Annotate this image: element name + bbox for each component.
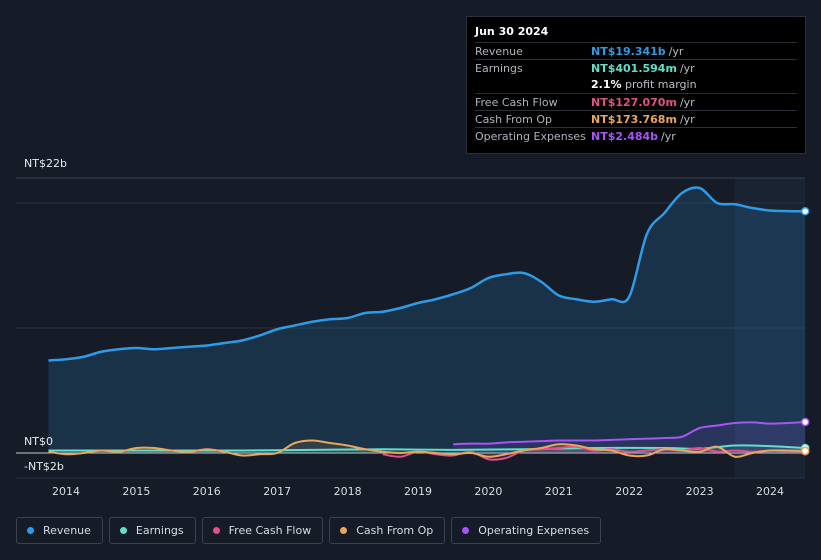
profit-margin-text: profit margin [625,78,697,91]
tooltip-unit: /yr [668,45,684,58]
revenue-area [48,187,806,453]
legend-label: Earnings [135,524,184,537]
legend-label: Revenue [43,524,91,537]
tooltip-unit: /yr [679,62,695,75]
y-label-bottom: -NT$2b [24,460,64,473]
legend-label: Cash From Op [356,524,434,537]
x-tick-label: 2014 [52,485,80,498]
tooltip-value-text: NT$2.484b [591,130,659,143]
tooltip-value: NT$19.341b/yr [591,45,683,58]
cash-from-op-dot-icon [340,527,348,534]
cash-from-op-line [48,439,806,458]
revenue-dot-icon [27,527,34,534]
legend-item-free-cash-flow[interactable]: Free Cash Flow [201,517,324,544]
operating-expenses-end-point [800,417,810,427]
tooltip-value-text: NT$401.594m [591,62,677,75]
tooltip-label: Cash From Op [475,113,553,126]
y-label-zero: NT$0 [24,435,53,448]
x-tick-label: 2018 [334,485,362,498]
revenue-end-point [800,207,810,216]
legend-label: Operating Expenses [478,524,590,537]
tooltip-value: NT$173.768m/yr [591,113,695,126]
tooltip-row-opex: Operating Expenses NT$2.484b/yr [475,127,797,145]
series-lines [48,186,806,461]
x-tick-label: 2019 [404,485,432,498]
tooltip-label: Free Cash Flow [475,96,558,109]
tooltip-value-text: NT$19.341b [591,45,666,58]
tooltip-label: Revenue [475,45,523,58]
area-fills [48,187,806,460]
tooltip-value: NT$2.484b/yr [591,130,676,143]
x-tick-label: 2024 [756,485,784,498]
x-tick-label: 2022 [615,485,643,498]
operating-expenses-area [453,422,806,453]
tooltip-unit: /yr [679,96,695,109]
revenue-line [48,186,806,362]
tooltip-row-margin: 2.1% profit margin [475,76,797,93]
x-tick-label: 2021 [545,485,573,498]
legend-item-operating-expenses[interactable]: Operating Expenses [451,517,602,544]
tooltip-label: Earnings [475,62,523,75]
earnings-dot-icon [119,527,127,534]
tooltip-row-cfo: Cash From Op NT$173.768m/yr [475,110,797,128]
tooltip-label: Operating Expenses [475,130,586,143]
y-label-top: NT$22b [24,157,67,170]
y-axis-labels: NT$22b NT$0 -NT$2b [24,157,67,473]
free-cash-flow-line [382,445,806,461]
tooltip-date: Jun 30 2024 [475,25,549,38]
legend-item-cash-from-op[interactable]: Cash From Op [329,517,446,544]
tooltip-value: NT$127.070m/yr [591,96,695,109]
legend-label: Free Cash Flow [228,524,312,537]
series-end-dots [800,207,810,456]
operating-expenses-dot-icon [462,527,470,534]
free-cash-flow-dot-icon [212,527,220,534]
tooltip-value-text: NT$173.768m [591,113,677,126]
x-tick-label: 2016 [193,485,221,498]
tooltip-row-fcf: Free Cash Flow NT$127.070m/yr [475,93,797,111]
x-axis-ticks: 2014 2015 2016 2017 2018 2019 2020 2021 2022 2023… [52,485,784,498]
cash-from-op-end-point [800,446,810,456]
x-tick-label: 2017 [263,485,291,498]
x-tick-label: 2020 [474,485,502,498]
x-tick-label: 2015 [122,485,150,498]
cash-from-op-area [48,440,806,457]
tooltip: Jun 30 2024 Revenue NT$19.341b/yr Earnin… [466,16,806,154]
tooltip-unit: /yr [661,130,676,143]
profit-margin-value: 2.1% [591,78,622,91]
tooltip-row-earnings: Earnings NT$401.594m/yr [475,59,797,77]
legend-item-revenue[interactable]: Revenue [16,517,103,544]
x-tick-label: 2023 [686,485,714,498]
legend-item-earnings[interactable]: Earnings [108,517,196,544]
operating-expenses-line [453,421,806,446]
tooltip-unit: /yr [679,113,695,126]
tooltip-value-text: NT$127.070m [591,96,677,109]
tooltip-value: NT$401.594m/yr [591,62,695,75]
profit-margin: 2.1% profit margin [591,78,697,91]
tooltip-row-revenue: Revenue NT$19.341b/yr [475,42,797,60]
legend: Revenue Earnings Free Cash Flow Cash Fro… [16,517,602,546]
